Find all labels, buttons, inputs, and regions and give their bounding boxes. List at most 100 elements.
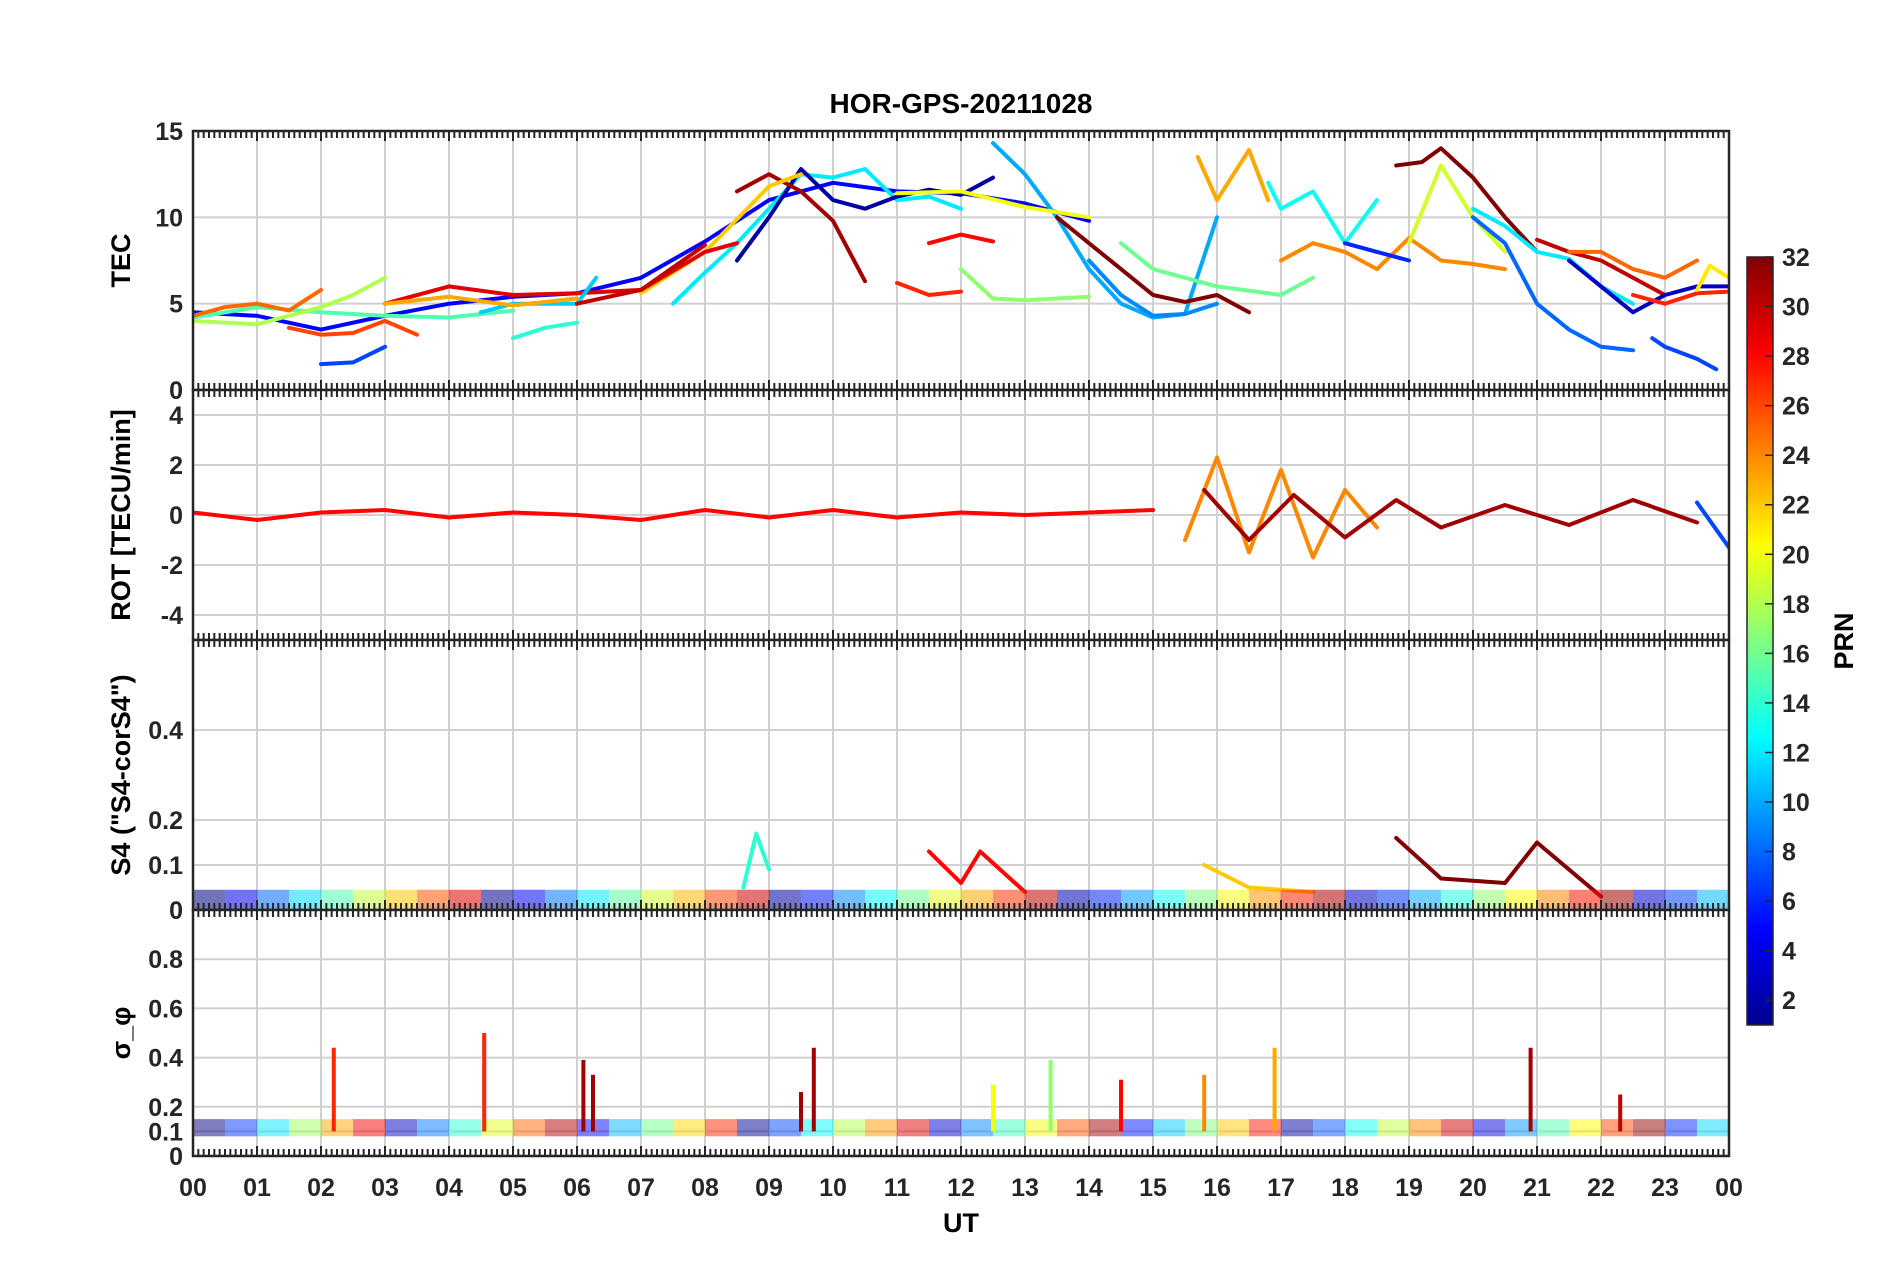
series-line <box>1695 500 1729 550</box>
colorbar-tick-label: 26 <box>1782 393 1810 421</box>
s4-noise-band <box>961 889 993 910</box>
x-axis-label: UT <box>943 1208 979 1238</box>
series-line <box>1394 836 1603 899</box>
s4-noise-band <box>833 889 865 910</box>
s4-noise-band <box>1153 889 1185 910</box>
x-tick-label: 00 <box>1715 1174 1743 1202</box>
series-line <box>1055 215 1251 315</box>
panel-sigma_phi-series <box>193 1033 1729 1137</box>
sigma-noise-band <box>1409 1119 1441 1137</box>
x-tick-label: 04 <box>435 1174 463 1202</box>
s4-noise-band <box>1601 889 1633 910</box>
panel-tec: 0 5 10 15 TEC <box>106 118 1731 405</box>
sigma-noise-band <box>289 1119 321 1137</box>
x-tick-label: 13 <box>1011 1174 1039 1202</box>
sigma-noise-band <box>929 1119 961 1137</box>
s4-noise-band <box>1409 889 1441 910</box>
x-tick-label: 08 <box>691 1174 719 1202</box>
sigma-noise-band <box>801 1119 833 1137</box>
colorbar-tick-label: 24 <box>1782 442 1810 470</box>
series-line <box>895 189 1091 220</box>
series-line <box>193 287 323 318</box>
s4-noise-band <box>1313 889 1345 910</box>
x-tick-label: 22 <box>1587 1174 1615 1202</box>
series-line <box>927 232 995 246</box>
panel-sigma_phi: 00.10.2 0.4 0.6 0.8 σ_φ <box>106 908 1731 1171</box>
panel-s4-ytick-label: 0.1 <box>148 852 183 880</box>
sigma-noise-band <box>513 1119 545 1137</box>
sigma-noise-band <box>1089 1119 1121 1137</box>
x-tick-label: 05 <box>499 1174 527 1202</box>
s4-noise-band <box>1121 889 1153 910</box>
colorbar-tick-label: 22 <box>1782 492 1810 520</box>
panel-sigma_phi-ylabel: σ_φ <box>106 1007 136 1060</box>
s4-noise-band <box>289 889 321 910</box>
panel-sigma_phi-ytick-label: 0.2 <box>148 1094 183 1122</box>
series-line <box>741 831 771 890</box>
s4-noise-band <box>225 889 257 910</box>
series-line <box>1567 258 1729 315</box>
sigma-noise-band <box>833 1119 865 1137</box>
sigma-noise-band <box>1441 1119 1473 1137</box>
x-tick-label: 21 <box>1523 1174 1551 1202</box>
x-tick-label: 16 <box>1203 1174 1231 1202</box>
sigma-noise-band <box>385 1119 417 1137</box>
colorbar-tick-label: 6 <box>1782 888 1796 916</box>
x-tick-label: 11 <box>884 1174 911 1202</box>
series-line <box>287 318 419 337</box>
series-line <box>1343 241 1411 263</box>
series-line <box>511 320 579 341</box>
s4-noise-band <box>353 889 385 910</box>
sigma-noise-band <box>609 1119 641 1137</box>
sigma-noise-band <box>865 1119 897 1137</box>
s4-noise-band <box>1217 889 1249 910</box>
sigma-noise-band <box>481 1119 513 1137</box>
series-line <box>193 508 1155 522</box>
series-line <box>1471 215 1635 353</box>
sigma-noise-band <box>1217 1119 1249 1137</box>
sigma-noise-band <box>545 1119 577 1137</box>
colorbar-tick-label: 16 <box>1782 640 1810 668</box>
panel-rot-ytick-label: 4 <box>169 402 183 430</box>
s4-noise-band <box>1249 889 1281 910</box>
sigma-noise-band <box>897 1119 929 1137</box>
sigma-noise-band <box>225 1119 257 1137</box>
colorbar-tick-label: 4 <box>1782 938 1796 966</box>
s4-noise-band <box>193 889 225 910</box>
s4-noise-band <box>1057 889 1089 910</box>
panel-rot: -4 -2 0 2 4 ROT [TECU/min] <box>106 388 1731 642</box>
sigma-noise-band <box>641 1119 673 1137</box>
series-line <box>1535 237 1667 297</box>
s4-noise-band <box>385 889 417 910</box>
s4-noise-band <box>1633 889 1665 910</box>
panel-tec-series <box>193 141 1729 372</box>
sigma-noise-band <box>1697 1119 1729 1137</box>
panel-s4-series <box>193 831 1729 910</box>
sigma-noise-band <box>1281 1119 1313 1137</box>
s4-noise-band <box>929 889 961 910</box>
panel-s4-ytick-label: 0.2 <box>148 807 183 835</box>
s4-noise-band <box>1505 889 1537 910</box>
colorbar-tick-label: 2 <box>1782 987 1796 1015</box>
sigma-noise-band <box>1057 1119 1089 1137</box>
s4-noise-band <box>481 889 513 910</box>
sigma-noise-band <box>1377 1119 1409 1137</box>
sigma-noise-band <box>417 1119 449 1137</box>
panel-sigma_phi-ytick-label: 0.8 <box>148 946 183 974</box>
s4-noise-band <box>673 889 705 910</box>
sigma-noise-band <box>1313 1119 1345 1137</box>
series-line <box>1567 249 1699 280</box>
x-tick-label: 00 <box>179 1174 207 1202</box>
colorbar-tick-label: 30 <box>1782 294 1810 322</box>
series-line <box>1183 455 1379 560</box>
colorbar-label: PRN <box>1829 612 1859 669</box>
sigma-noise-band <box>961 1119 993 1137</box>
s4-noise-band <box>1185 889 1217 910</box>
panel-rot-ytick-label: -2 <box>161 552 183 580</box>
series-line <box>1695 263 1729 292</box>
panel-s4-ylabel: S4 ("S4-corS4") <box>106 674 136 875</box>
s4-noise-band <box>321 889 353 910</box>
panel-rot-ylabel: ROT [TECU/min] <box>106 409 136 620</box>
sigma-noise-band <box>705 1119 737 1137</box>
